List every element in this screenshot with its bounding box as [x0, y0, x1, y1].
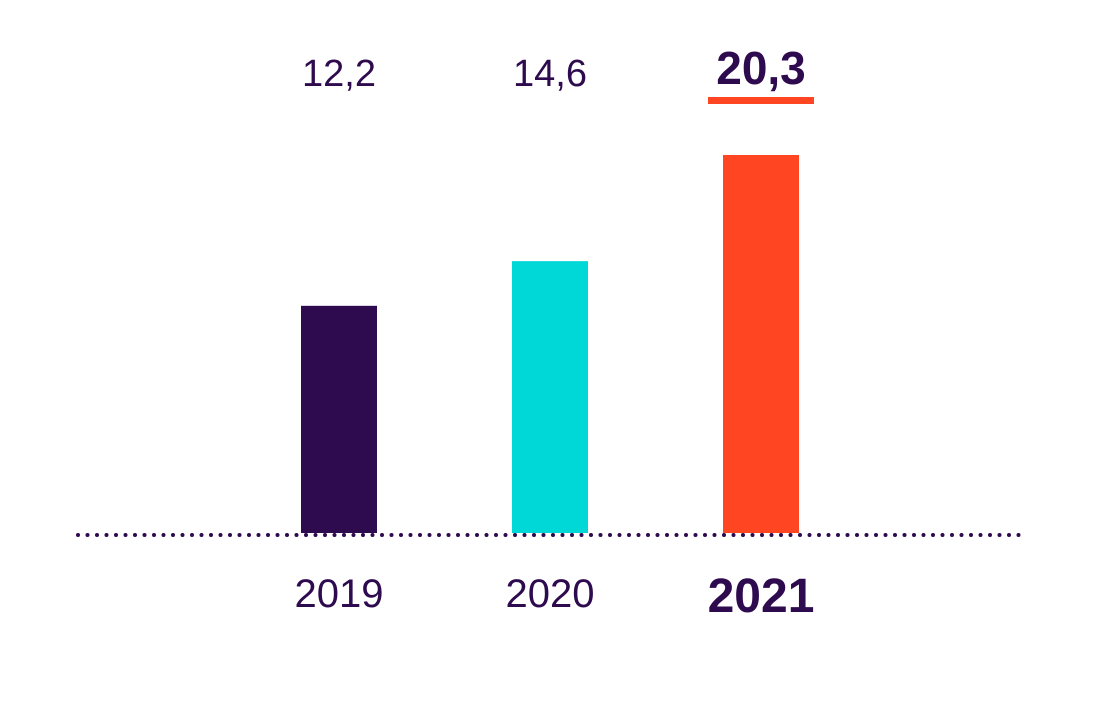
value-label-2020: 14,6: [513, 53, 587, 95]
category-label-2019: 2019: [295, 572, 384, 616]
value-label-2021: 20,3: [716, 42, 806, 94]
category-label-2020: 2020: [506, 572, 595, 616]
category-label-2021: 2021: [708, 570, 815, 623]
bar-2019: [301, 305, 377, 533]
value-label-2019: 12,2: [302, 53, 376, 95]
bars-group: [301, 155, 799, 533]
bar-2021: [723, 155, 799, 533]
bar-2020: [512, 261, 588, 533]
highlight-underline: [708, 97, 814, 104]
value-labels-group: 12,2 14,6 20,3: [302, 42, 814, 104]
category-labels-group: 2019 2020 2021: [295, 570, 815, 623]
